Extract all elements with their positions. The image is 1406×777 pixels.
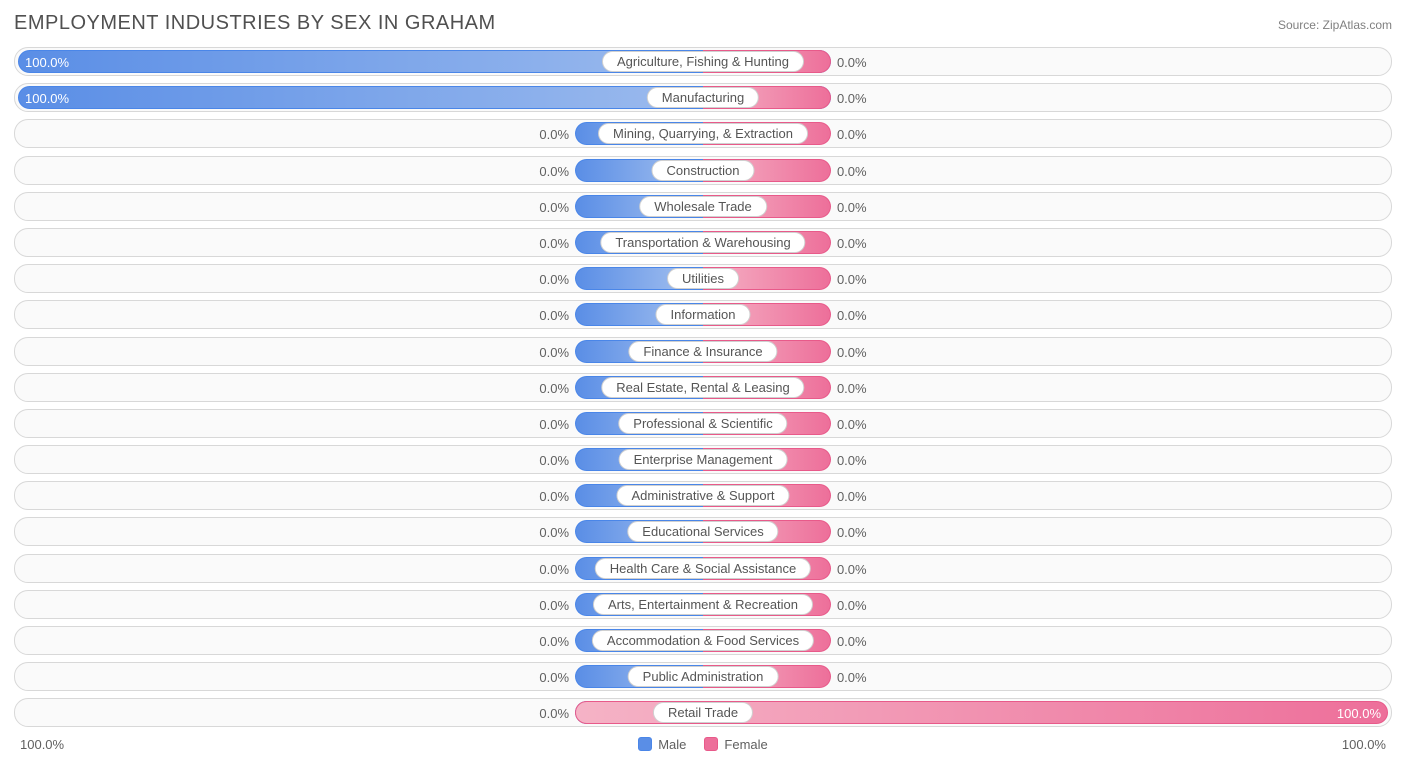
male-pct-label: 0.0% [539, 627, 569, 656]
female-swatch-icon [704, 737, 718, 751]
male-pct-label: 0.0% [539, 265, 569, 294]
axis-left-label: 100.0% [20, 737, 64, 752]
category-label: Mining, Quarrying, & Extraction [598, 123, 808, 144]
legend: Male Female [638, 737, 768, 752]
category-label: Real Estate, Rental & Leasing [601, 377, 804, 398]
male-pct-label: 0.0% [539, 591, 569, 620]
legend-female-label: Female [724, 737, 767, 752]
bar-row: 0.0% 0.0% Arts, Entertainment & Recreation [14, 590, 1392, 619]
female-pct-label: 0.0% [837, 374, 867, 403]
male-pct-label: 0.0% [539, 374, 569, 403]
bar-row: 0.0% 0.0% Accommodation & Food Services [14, 626, 1392, 655]
legend-male: Male [638, 737, 686, 752]
bar-row: 0.0% 0.0% Finance & Insurance [14, 337, 1392, 366]
male-pct-label: 0.0% [539, 193, 569, 222]
bar-row: 0.0% 0.0% Health Care & Social Assistance [14, 554, 1392, 583]
female-pct-label: 0.0% [837, 120, 867, 149]
male-swatch-icon [638, 737, 652, 751]
bar-row: 0.0% 0.0% Information [14, 300, 1392, 329]
category-label: Agriculture, Fishing & Hunting [602, 51, 804, 72]
female-pct-label: 0.0% [837, 555, 867, 584]
bar-row: 0.0% 0.0% Utilities [14, 264, 1392, 293]
bar-row: 0.0% 0.0% Administrative & Support [14, 481, 1392, 510]
male-pct-label: 0.0% [539, 120, 569, 149]
female-pct-label: 0.0% [837, 193, 867, 222]
female-pct-label: 0.0% [837, 229, 867, 258]
female-pct-label: 0.0% [837, 627, 867, 656]
male-pct-label: 100.0% [25, 48, 69, 77]
bar-row: 100.0% 0.0% Manufacturing [14, 83, 1392, 112]
legend-female: Female [704, 737, 767, 752]
female-pct-label: 0.0% [837, 84, 867, 113]
bar-row: 0.0% 0.0% Public Administration [14, 662, 1392, 691]
category-label: Educational Services [627, 521, 778, 542]
category-label: Public Administration [628, 666, 779, 687]
bar-row: 0.0% 100.0% Retail Trade [14, 698, 1392, 727]
male-pct-label: 100.0% [25, 84, 69, 113]
male-pct-label: 0.0% [539, 301, 569, 330]
female-pct-label: 0.0% [837, 446, 867, 475]
female-pct-label: 0.0% [837, 338, 867, 367]
female-pct-label: 0.0% [837, 410, 867, 439]
bar-row: 0.0% 0.0% Construction [14, 156, 1392, 185]
female-pct-label: 0.0% [837, 663, 867, 692]
bar-row: 0.0% 0.0% Transportation & Warehousing [14, 228, 1392, 257]
male-pct-label: 0.0% [539, 518, 569, 547]
axis-right-label: 100.0% [1342, 737, 1386, 752]
category-label: Transportation & Warehousing [600, 232, 805, 253]
male-pct-label: 0.0% [539, 555, 569, 584]
chart-footer: 100.0% Male Female 100.0% [14, 735, 1392, 752]
bar-row: 0.0% 0.0% Wholesale Trade [14, 192, 1392, 221]
category-label: Enterprise Management [619, 449, 788, 470]
category-label: Manufacturing [647, 87, 759, 108]
female-pct-label: 0.0% [837, 301, 867, 330]
chart-title: EMPLOYMENT INDUSTRIES BY SEX IN GRAHAM [14, 12, 496, 35]
category-label: Administrative & Support [616, 485, 789, 506]
chart-header: EMPLOYMENT INDUSTRIES BY SEX IN GRAHAM S… [14, 12, 1392, 35]
male-pct-label: 0.0% [539, 663, 569, 692]
bar-row: 0.0% 0.0% Real Estate, Rental & Leasing [14, 373, 1392, 402]
female-pct-label: 0.0% [837, 265, 867, 294]
legend-male-label: Male [658, 737, 686, 752]
category-label: Accommodation & Food Services [592, 630, 814, 651]
category-label: Retail Trade [653, 702, 753, 723]
male-pct-label: 0.0% [539, 699, 569, 728]
category-label: Construction [652, 160, 755, 181]
male-pct-label: 0.0% [539, 338, 569, 367]
bar-row: 0.0% 0.0% Mining, Quarrying, & Extraction [14, 119, 1392, 148]
category-label: Arts, Entertainment & Recreation [593, 594, 813, 615]
category-label: Finance & Insurance [628, 341, 777, 362]
female-pct-label: 0.0% [837, 482, 867, 511]
female-pct-label: 100.0% [1337, 699, 1381, 728]
bar-row: 100.0% 0.0% Agriculture, Fishing & Hunting [14, 47, 1392, 76]
male-pct-label: 0.0% [539, 446, 569, 475]
category-label: Utilities [667, 268, 739, 289]
male-pct-label: 0.0% [539, 410, 569, 439]
female-pct-label: 0.0% [837, 157, 867, 186]
male-pct-label: 0.0% [539, 157, 569, 186]
bar-row: 0.0% 0.0% Educational Services [14, 517, 1392, 546]
category-label: Health Care & Social Assistance [595, 558, 811, 579]
bar-row: 0.0% 0.0% Enterprise Management [14, 445, 1392, 474]
category-label: Professional & Scientific [618, 413, 787, 434]
female-pct-label: 0.0% [837, 518, 867, 547]
male-pct-label: 0.0% [539, 229, 569, 258]
chart-source: Source: ZipAtlas.com [1278, 18, 1392, 32]
male-pct-label: 0.0% [539, 482, 569, 511]
bar-row: 0.0% 0.0% Professional & Scientific [14, 409, 1392, 438]
category-label: Wholesale Trade [639, 196, 767, 217]
female-pct-label: 0.0% [837, 591, 867, 620]
female-pct-label: 0.0% [837, 48, 867, 77]
category-label: Information [655, 304, 750, 325]
chart-area: 100.0% 0.0% Agriculture, Fishing & Hunting… [14, 47, 1392, 727]
